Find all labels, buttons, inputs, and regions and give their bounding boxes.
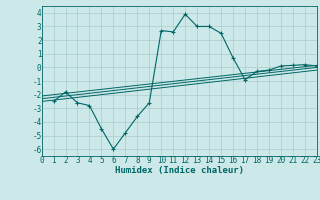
X-axis label: Humidex (Indice chaleur): Humidex (Indice chaleur) [115,166,244,175]
